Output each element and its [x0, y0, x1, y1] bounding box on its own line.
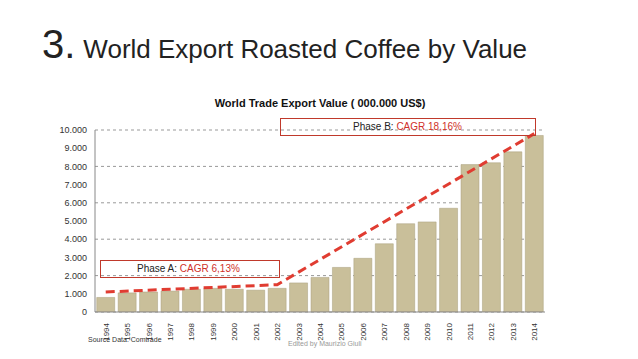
- svg-text:2010: 2010: [445, 322, 454, 340]
- svg-text:2008: 2008: [402, 322, 411, 340]
- html-text:Edited by Maurizio Giuli: Edited by Maurizio Giuli: [288, 340, 362, 347]
- html-text:World Trade Export Value ( 000: World Trade Export Value ( 000.000 US$): [214, 97, 426, 109]
- svg-text:2000: 2000: [230, 322, 239, 340]
- svg-text:2005: 2005: [337, 322, 346, 340]
- svg-text:6.000: 6.000: [64, 198, 87, 208]
- svg-text:2011: 2011: [466, 322, 475, 340]
- html-text:3. World Export Roasted Coffee: 3. World Export Roasted Coffee by Value: [42, 22, 528, 66]
- svg-text:5.000: 5.000: [64, 216, 87, 226]
- svg-text:1.000: 1.000: [64, 289, 87, 299]
- svg-text:2002: 2002: [273, 322, 282, 340]
- svg-text:2006: 2006: [359, 322, 368, 340]
- svg-text:0: 0: [82, 307, 87, 317]
- svg-text:2007: 2007: [380, 322, 389, 340]
- svg-text:8.000: 8.000: [64, 162, 87, 172]
- svg-text:2012: 2012: [487, 322, 496, 340]
- svg-text:4.000: 4.000: [64, 234, 87, 244]
- html-text:Phase B: CAGR 18,16%: Phase B: CAGR 18,16%: [353, 121, 462, 132]
- svg-text:1996: 1996: [144, 323, 154, 341]
- svg-text:2014: 2014: [530, 322, 539, 340]
- svg-text:2004: 2004: [316, 322, 325, 340]
- svg-text:2.000: 2.000: [64, 271, 87, 281]
- svg-text:1995: 1995: [123, 323, 133, 341]
- svg-text:9.000: 9.000: [64, 143, 87, 153]
- svg-text:2003: 2003: [295, 322, 304, 340]
- html-text:Source Data: Comtrade: Source Data: Comtrade: [88, 336, 162, 343]
- svg-text:3.000: 3.000: [64, 253, 87, 263]
- svg-text:1999: 1999: [209, 322, 218, 340]
- svg-text:2013: 2013: [509, 322, 518, 340]
- html-text:Phase A: CAGR 6,13%: Phase A: CAGR 6,13%: [137, 263, 240, 274]
- svg-text:1998: 1998: [187, 322, 196, 340]
- svg-text:10.000: 10.000: [59, 125, 87, 135]
- svg-text:7.000: 7.000: [64, 180, 87, 190]
- svg-text:2001: 2001: [252, 322, 261, 340]
- svg-text:1994: 1994: [101, 323, 111, 341]
- svg-text:1997: 1997: [166, 322, 175, 340]
- svg-text:2009: 2009: [423, 322, 432, 340]
